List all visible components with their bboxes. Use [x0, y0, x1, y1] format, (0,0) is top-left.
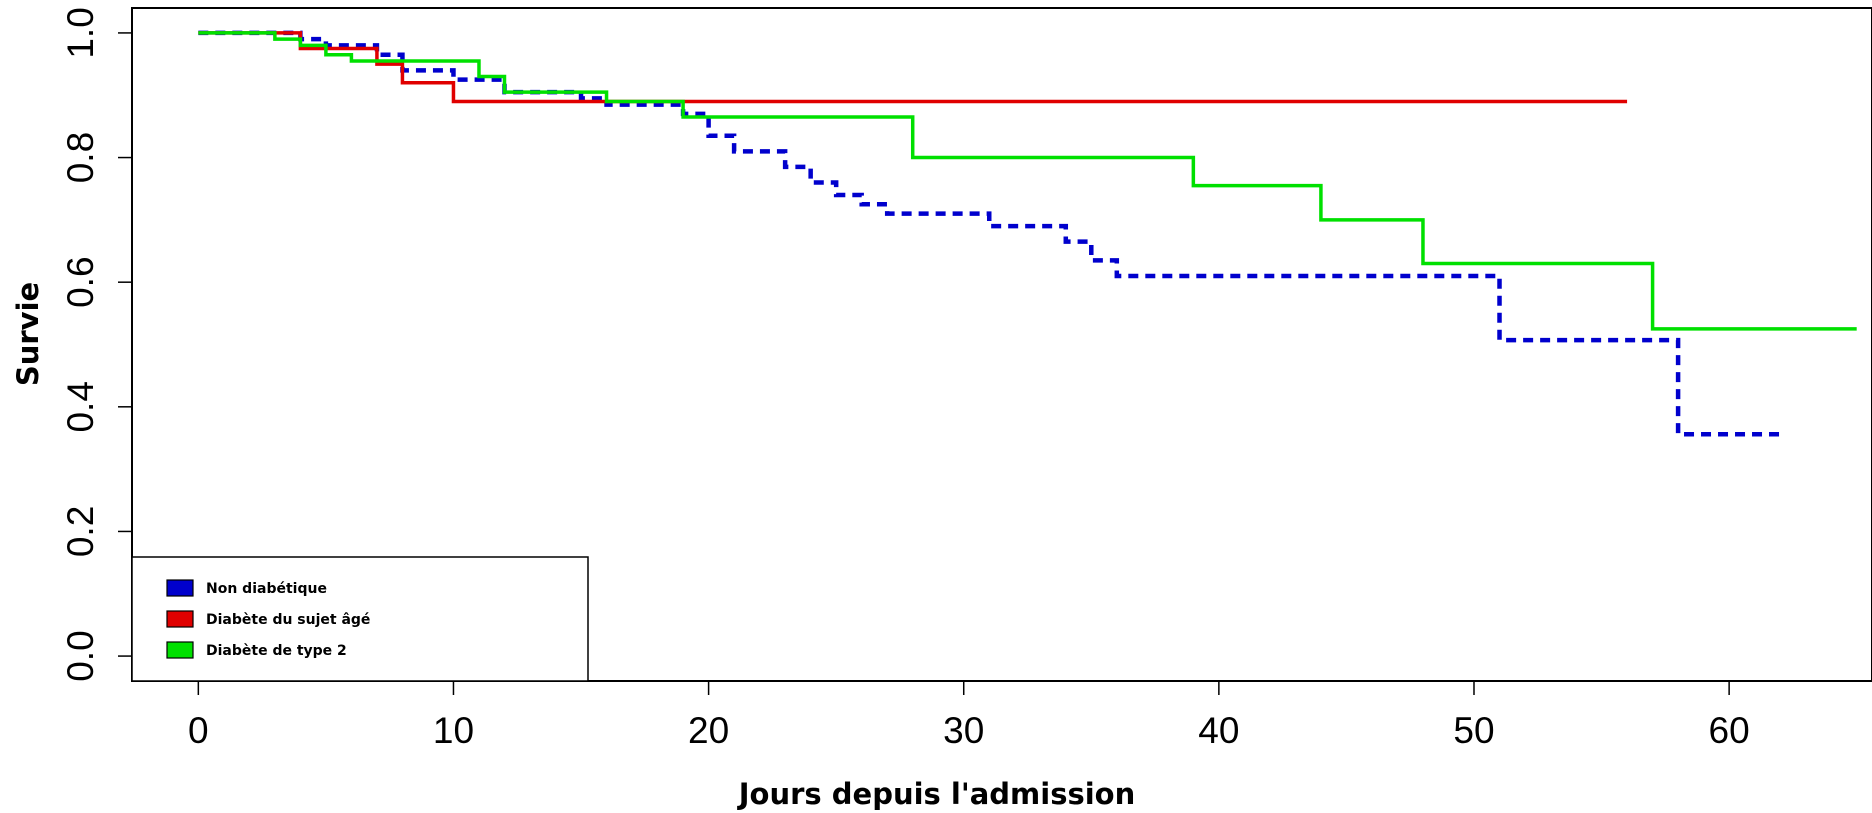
x-tick-label: 10: [433, 710, 474, 751]
y-axis-title: Survie: [11, 282, 45, 386]
legend-swatch: [166, 579, 194, 597]
legend-label: Non diabétique: [206, 581, 327, 597]
legend: Non diabétique Diabète du sujet âgé Diabèt…: [131, 556, 589, 682]
legend-swatch: [166, 610, 194, 628]
plot-frame: [131, 7, 1872, 682]
y-tick-label: 1.0: [60, 7, 101, 58]
y-tick-label: 0.8: [60, 132, 101, 183]
x-tick-label: 50: [1453, 710, 1494, 751]
legend-label: Diabète du sujet âgé: [206, 612, 370, 628]
x-tick-label: 0: [188, 710, 209, 751]
x-tick-label: 60: [1709, 710, 1750, 751]
series-line-2: [198, 31, 1628, 104]
legend-swatch: [166, 641, 194, 659]
x-tick-label: 30: [943, 710, 984, 751]
series-layer: [198, 30, 1857, 437]
legend-box: [131, 556, 589, 682]
y-axis: 0.0 0.2 0.4 0.6 0.8 1.0: [60, 7, 132, 682]
series-line-1: [198, 30, 1781, 437]
series-line-3: [198, 31, 1857, 331]
x-tick-label: 20: [688, 710, 729, 751]
x-axis-title: Jours depuis l'admission: [737, 777, 1135, 811]
y-tick-label: 0.4: [60, 381, 101, 432]
y-tick-label: 0.0: [60, 630, 101, 681]
x-tick-label: 40: [1198, 710, 1239, 751]
y-tick-label: 0.6: [60, 256, 101, 307]
legend-label: Diabète de type 2: [206, 643, 347, 659]
x-axis: 0 10 20 30 40 50 60: [188, 681, 1750, 751]
y-tick-label: 0.2: [60, 506, 101, 557]
